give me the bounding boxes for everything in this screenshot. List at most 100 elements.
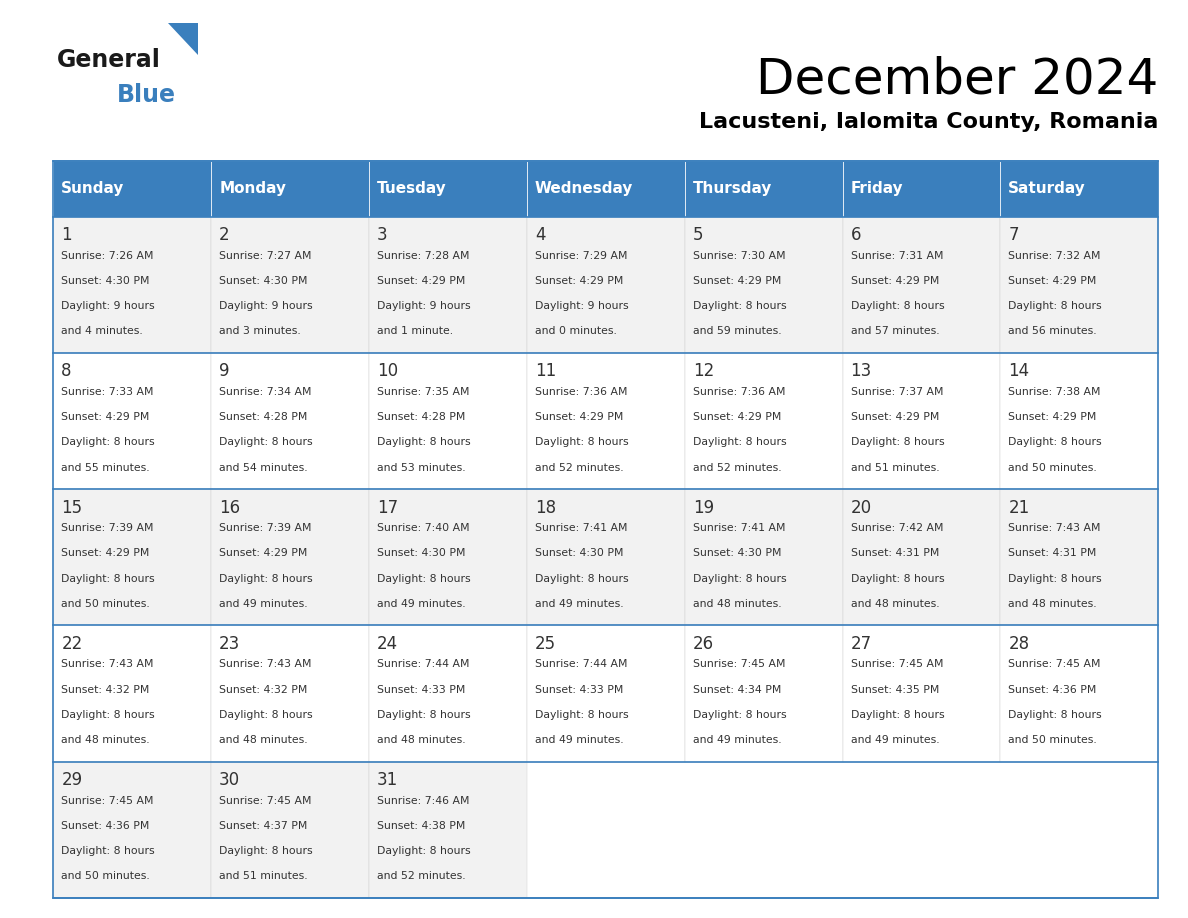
Text: Sunrise: 7:42 AM: Sunrise: 7:42 AM <box>851 523 943 533</box>
Text: and 1 minute.: and 1 minute. <box>377 326 453 336</box>
Text: Sunset: 4:29 PM: Sunset: 4:29 PM <box>1009 276 1097 285</box>
Text: and 48 minutes.: and 48 minutes. <box>693 599 782 609</box>
Text: Sunrise: 7:35 AM: Sunrise: 7:35 AM <box>377 387 469 397</box>
Text: Sunrise: 7:44 AM: Sunrise: 7:44 AM <box>535 659 627 669</box>
Text: Sunrise: 7:29 AM: Sunrise: 7:29 AM <box>535 251 627 261</box>
Text: Daylight: 8 hours: Daylight: 8 hours <box>693 301 786 311</box>
Text: 28: 28 <box>1009 635 1030 653</box>
Text: Sunset: 4:30 PM: Sunset: 4:30 PM <box>219 276 308 285</box>
Text: Sunrise: 7:36 AM: Sunrise: 7:36 AM <box>535 387 627 397</box>
Text: Daylight: 8 hours: Daylight: 8 hours <box>693 574 786 584</box>
Text: and 49 minutes.: and 49 minutes. <box>535 735 624 745</box>
Text: Sunrise: 7:39 AM: Sunrise: 7:39 AM <box>62 523 154 533</box>
Text: Sunrise: 7:45 AM: Sunrise: 7:45 AM <box>1009 659 1101 669</box>
Text: 31: 31 <box>377 771 398 789</box>
Text: Sunset: 4:31 PM: Sunset: 4:31 PM <box>851 548 939 558</box>
Text: and 49 minutes.: and 49 minutes. <box>377 599 466 609</box>
Text: 7: 7 <box>1009 226 1019 244</box>
Text: 9: 9 <box>219 363 229 380</box>
Text: Wednesday: Wednesday <box>535 181 633 196</box>
Text: 21: 21 <box>1009 498 1030 517</box>
Text: 1: 1 <box>62 226 72 244</box>
Text: Daylight: 8 hours: Daylight: 8 hours <box>62 846 154 856</box>
Text: Daylight: 8 hours: Daylight: 8 hours <box>219 437 312 447</box>
Text: 24: 24 <box>377 635 398 653</box>
Text: Sunset: 4:30 PM: Sunset: 4:30 PM <box>377 548 466 558</box>
Text: Sunrise: 7:45 AM: Sunrise: 7:45 AM <box>62 796 154 806</box>
Text: and 51 minutes.: and 51 minutes. <box>219 871 308 881</box>
Text: Sunrise: 7:31 AM: Sunrise: 7:31 AM <box>851 251 943 261</box>
Text: Daylight: 8 hours: Daylight: 8 hours <box>62 574 154 584</box>
Text: 14: 14 <box>1009 363 1030 380</box>
Text: 20: 20 <box>851 498 872 517</box>
Text: Sunset: 4:29 PM: Sunset: 4:29 PM <box>535 276 624 285</box>
Text: Sunset: 4:31 PM: Sunset: 4:31 PM <box>1009 548 1097 558</box>
Text: Daylight: 8 hours: Daylight: 8 hours <box>1009 574 1102 584</box>
Text: Sunrise: 7:32 AM: Sunrise: 7:32 AM <box>1009 251 1101 261</box>
Text: and 49 minutes.: and 49 minutes. <box>851 735 940 745</box>
Text: and 52 minutes.: and 52 minutes. <box>693 463 782 473</box>
Text: and 57 minutes.: and 57 minutes. <box>851 326 940 336</box>
Text: Sunset: 4:36 PM: Sunset: 4:36 PM <box>1009 685 1097 695</box>
Text: 8: 8 <box>62 363 71 380</box>
Text: and 50 minutes.: and 50 minutes. <box>1009 463 1097 473</box>
Text: and 55 minutes.: and 55 minutes. <box>62 463 150 473</box>
Text: and 51 minutes.: and 51 minutes. <box>851 463 940 473</box>
Text: Sunset: 4:29 PM: Sunset: 4:29 PM <box>851 276 939 285</box>
Text: Sunrise: 7:26 AM: Sunrise: 7:26 AM <box>62 251 154 261</box>
Text: and 3 minutes.: and 3 minutes. <box>219 326 301 336</box>
Text: Sunrise: 7:28 AM: Sunrise: 7:28 AM <box>377 251 469 261</box>
Text: Sunrise: 7:43 AM: Sunrise: 7:43 AM <box>1009 523 1101 533</box>
Text: Sunset: 4:29 PM: Sunset: 4:29 PM <box>693 276 781 285</box>
Text: 4: 4 <box>535 226 545 244</box>
Text: Sunset: 4:29 PM: Sunset: 4:29 PM <box>1009 412 1097 422</box>
Text: Daylight: 8 hours: Daylight: 8 hours <box>693 710 786 720</box>
Text: Sunrise: 7:27 AM: Sunrise: 7:27 AM <box>219 251 311 261</box>
Text: Daylight: 8 hours: Daylight: 8 hours <box>62 437 154 447</box>
Text: and 52 minutes.: and 52 minutes. <box>377 871 466 881</box>
Text: Daylight: 8 hours: Daylight: 8 hours <box>377 846 470 856</box>
Text: Daylight: 8 hours: Daylight: 8 hours <box>219 846 312 856</box>
Text: and 52 minutes.: and 52 minutes. <box>535 463 624 473</box>
Text: Daylight: 8 hours: Daylight: 8 hours <box>1009 710 1102 720</box>
Text: Daylight: 9 hours: Daylight: 9 hours <box>377 301 470 311</box>
Text: Sunset: 4:38 PM: Sunset: 4:38 PM <box>377 821 466 831</box>
Text: Friday: Friday <box>851 181 903 196</box>
Text: and 4 minutes.: and 4 minutes. <box>62 326 143 336</box>
Text: 12: 12 <box>693 363 714 380</box>
Text: Sunset: 4:32 PM: Sunset: 4:32 PM <box>62 685 150 695</box>
Text: Sunrise: 7:41 AM: Sunrise: 7:41 AM <box>693 523 785 533</box>
Text: Thursday: Thursday <box>693 181 772 196</box>
Text: Daylight: 8 hours: Daylight: 8 hours <box>851 437 944 447</box>
Text: Sunset: 4:29 PM: Sunset: 4:29 PM <box>219 548 308 558</box>
Text: 16: 16 <box>219 498 240 517</box>
Text: 15: 15 <box>62 498 82 517</box>
Text: and 48 minutes.: and 48 minutes. <box>62 735 150 745</box>
Text: 26: 26 <box>693 635 714 653</box>
Text: and 56 minutes.: and 56 minutes. <box>1009 326 1097 336</box>
Text: Sunset: 4:28 PM: Sunset: 4:28 PM <box>377 412 466 422</box>
Text: Daylight: 8 hours: Daylight: 8 hours <box>377 710 470 720</box>
Text: Sunrise: 7:45 AM: Sunrise: 7:45 AM <box>693 659 785 669</box>
Text: 27: 27 <box>851 635 872 653</box>
Text: and 49 minutes.: and 49 minutes. <box>219 599 308 609</box>
Text: Daylight: 8 hours: Daylight: 8 hours <box>1009 437 1102 447</box>
Text: and 49 minutes.: and 49 minutes. <box>535 599 624 609</box>
Text: Sunset: 4:33 PM: Sunset: 4:33 PM <box>377 685 466 695</box>
Text: Daylight: 8 hours: Daylight: 8 hours <box>851 574 944 584</box>
Text: Tuesday: Tuesday <box>377 181 447 196</box>
Text: 6: 6 <box>851 226 861 244</box>
Text: and 50 minutes.: and 50 minutes. <box>62 599 150 609</box>
Text: Sunset: 4:29 PM: Sunset: 4:29 PM <box>62 412 150 422</box>
Text: Saturday: Saturday <box>1009 181 1086 196</box>
Text: 29: 29 <box>62 771 82 789</box>
Text: and 59 minutes.: and 59 minutes. <box>693 326 782 336</box>
Text: 23: 23 <box>219 635 240 653</box>
Text: Sunrise: 7:41 AM: Sunrise: 7:41 AM <box>535 523 627 533</box>
Text: Sunset: 4:29 PM: Sunset: 4:29 PM <box>377 276 466 285</box>
Text: Sunset: 4:35 PM: Sunset: 4:35 PM <box>851 685 939 695</box>
Text: Sunrise: 7:46 AM: Sunrise: 7:46 AM <box>377 796 469 806</box>
Text: Daylight: 8 hours: Daylight: 8 hours <box>377 574 470 584</box>
Text: 11: 11 <box>535 363 556 380</box>
Text: Sunrise: 7:43 AM: Sunrise: 7:43 AM <box>62 659 154 669</box>
